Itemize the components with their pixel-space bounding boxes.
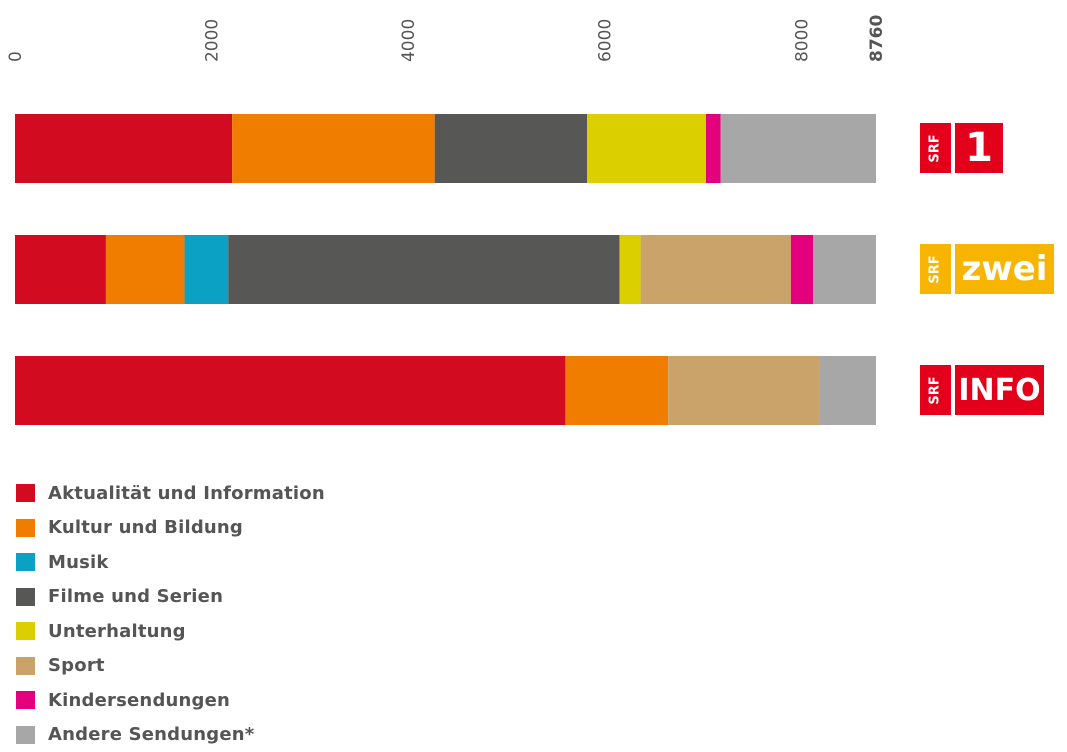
srf-1-logo: SRF 1 <box>920 123 1003 173</box>
legend-label: Unterhaltung <box>48 621 186 642</box>
legend-swatch <box>16 691 35 709</box>
srf-brand-text: SRF <box>928 376 943 404</box>
bar-segment <box>185 235 229 304</box>
legend-label: Musik <box>48 552 109 573</box>
legend-label: Aktualität und Information <box>48 483 325 504</box>
legend-label: Andere Sendungen* <box>48 724 254 745</box>
legend-item: Andere Sendungen* <box>16 718 325 752</box>
bars <box>15 114 876 425</box>
legend-label: Kindersendungen <box>48 690 230 711</box>
bar-segment <box>721 114 876 183</box>
srf-brand-mark: SRF <box>920 365 951 415</box>
x-axis-ticks: 0 2000 4000 6000 8000 8760 <box>6 15 887 62</box>
legend-swatch <box>16 657 35 675</box>
legend-item: Sport <box>16 649 325 684</box>
x-tick-label: 8000 <box>792 19 812 62</box>
srf-info-logo: SRF INFO <box>920 365 1044 415</box>
x-tick-label: 6000 <box>596 19 616 62</box>
channel-name: 1 <box>955 123 1003 173</box>
legend-label: Kultur und Bildung <box>48 517 243 538</box>
bar-segment <box>228 235 619 304</box>
srf-brand-mark: SRF <box>920 123 951 173</box>
legend-swatch <box>16 726 35 744</box>
legend-swatch <box>16 588 35 606</box>
bar-segment <box>106 235 185 304</box>
srf-brand-text: SRF <box>928 134 943 162</box>
bar-segment <box>619 235 640 304</box>
bar-segment <box>435 114 587 183</box>
bar-segment <box>820 356 876 425</box>
bar-segment <box>706 114 721 183</box>
bar-segment <box>668 356 820 425</box>
legend-item: Kultur und Bildung <box>16 511 325 546</box>
legend-item: Aktualität und Information <box>16 476 325 511</box>
x-tick-label: 2000 <box>203 19 223 62</box>
legend-label: Filme und Serien <box>48 586 223 607</box>
bar-segment <box>15 114 232 183</box>
bar-segment <box>791 235 813 304</box>
srf-zwei-logo: SRF zwei <box>920 244 1054 294</box>
bar-segment <box>641 235 791 304</box>
legend-item: Filme und Serien <box>16 580 325 615</box>
bar-segment <box>565 356 668 425</box>
legend-swatch <box>16 519 35 537</box>
legend-swatch <box>16 484 35 502</box>
channel-name: INFO <box>955 365 1044 415</box>
x-tick-label: 4000 <box>399 19 419 62</box>
srf-brand-text: SRF <box>928 255 943 283</box>
legend-label: Sport <box>48 655 105 676</box>
bar-segment <box>813 235 876 304</box>
bar-segment <box>15 235 106 304</box>
bar-segment <box>15 356 565 425</box>
srf-brand-mark: SRF <box>920 244 951 294</box>
legend: Aktualität und Information Kultur und Bil… <box>16 476 325 752</box>
legend-swatch <box>16 553 35 571</box>
legend-swatch <box>16 622 35 640</box>
legend-item: Unterhaltung <box>16 614 325 649</box>
legend-item: Musik <box>16 545 325 580</box>
channel-name: zwei <box>955 244 1054 294</box>
bar-segment <box>587 114 706 183</box>
legend-item: Kindersendungen <box>16 683 325 718</box>
bar-segment <box>232 114 434 183</box>
x-tick-label: 8760 <box>867 15 887 62</box>
x-tick-label: 0 <box>6 51 26 62</box>
